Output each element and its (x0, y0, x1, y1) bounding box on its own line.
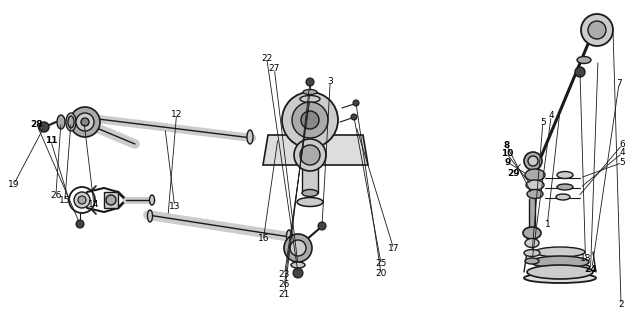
Circle shape (39, 122, 49, 132)
Ellipse shape (147, 210, 152, 222)
Text: 8: 8 (504, 141, 510, 150)
Ellipse shape (526, 180, 544, 190)
Ellipse shape (247, 130, 253, 144)
Ellipse shape (524, 273, 596, 283)
Text: 20: 20 (375, 269, 387, 278)
Ellipse shape (525, 169, 545, 181)
Circle shape (70, 107, 100, 137)
Circle shape (76, 220, 84, 228)
Circle shape (293, 268, 303, 278)
Bar (302, 165, 318, 193)
Circle shape (581, 14, 613, 46)
Circle shape (284, 234, 312, 262)
Text: 27: 27 (269, 64, 280, 73)
Ellipse shape (66, 113, 76, 131)
Ellipse shape (525, 238, 539, 247)
Text: 17: 17 (388, 244, 399, 253)
Text: 26: 26 (50, 191, 62, 200)
Text: 9: 9 (505, 158, 511, 167)
Circle shape (575, 67, 585, 77)
Circle shape (588, 21, 606, 39)
Bar (104, 192, 118, 208)
Text: 22: 22 (261, 54, 272, 63)
Ellipse shape (527, 265, 593, 279)
Text: 10: 10 (500, 149, 513, 158)
Ellipse shape (297, 197, 323, 206)
Circle shape (81, 118, 89, 126)
Ellipse shape (90, 113, 96, 127)
Ellipse shape (527, 189, 543, 198)
Ellipse shape (556, 194, 570, 200)
Ellipse shape (57, 115, 65, 129)
Ellipse shape (286, 230, 291, 242)
Circle shape (294, 139, 326, 171)
Ellipse shape (300, 95, 320, 102)
Circle shape (76, 113, 94, 131)
Text: 15: 15 (59, 196, 70, 205)
Ellipse shape (531, 256, 589, 268)
Text: 26: 26 (279, 280, 290, 289)
Text: 14: 14 (88, 200, 100, 209)
Ellipse shape (302, 189, 318, 196)
Text: 24: 24 (584, 265, 597, 274)
Text: 2: 2 (618, 300, 624, 309)
Text: 3: 3 (327, 77, 333, 86)
Text: 19: 19 (8, 180, 20, 188)
Text: 28: 28 (30, 120, 43, 129)
Circle shape (74, 192, 90, 208)
Text: 29: 29 (507, 169, 519, 178)
Ellipse shape (68, 116, 74, 128)
Ellipse shape (557, 184, 573, 190)
Text: 21: 21 (279, 290, 290, 299)
Circle shape (306, 78, 314, 86)
Text: 6: 6 (619, 140, 625, 149)
Ellipse shape (535, 247, 585, 257)
Ellipse shape (523, 227, 541, 239)
Circle shape (290, 240, 306, 256)
Circle shape (301, 111, 319, 129)
Ellipse shape (557, 172, 573, 179)
Text: 7: 7 (616, 79, 622, 88)
Ellipse shape (525, 258, 539, 264)
Text: 5: 5 (619, 158, 625, 167)
Text: 4: 4 (549, 111, 554, 120)
Text: 11: 11 (44, 136, 57, 145)
Text: 25: 25 (375, 259, 387, 268)
Circle shape (351, 114, 357, 120)
Ellipse shape (149, 195, 154, 205)
Ellipse shape (291, 262, 305, 268)
Ellipse shape (303, 90, 317, 94)
Circle shape (300, 145, 320, 165)
Text: 18: 18 (580, 254, 591, 263)
Circle shape (524, 152, 542, 170)
Ellipse shape (524, 250, 540, 257)
Circle shape (292, 102, 328, 138)
Text: 23: 23 (279, 270, 290, 279)
Text: 13: 13 (169, 202, 180, 211)
Text: 12: 12 (171, 110, 182, 119)
Text: 1: 1 (544, 220, 551, 228)
Text: 16: 16 (258, 234, 269, 243)
Ellipse shape (577, 57, 591, 63)
Circle shape (353, 100, 359, 106)
Circle shape (318, 222, 326, 230)
Text: 5: 5 (540, 118, 546, 127)
Circle shape (78, 196, 86, 204)
Circle shape (106, 195, 116, 205)
Polygon shape (263, 135, 368, 165)
Text: 4: 4 (620, 148, 625, 157)
Circle shape (282, 92, 338, 148)
Circle shape (528, 156, 538, 166)
